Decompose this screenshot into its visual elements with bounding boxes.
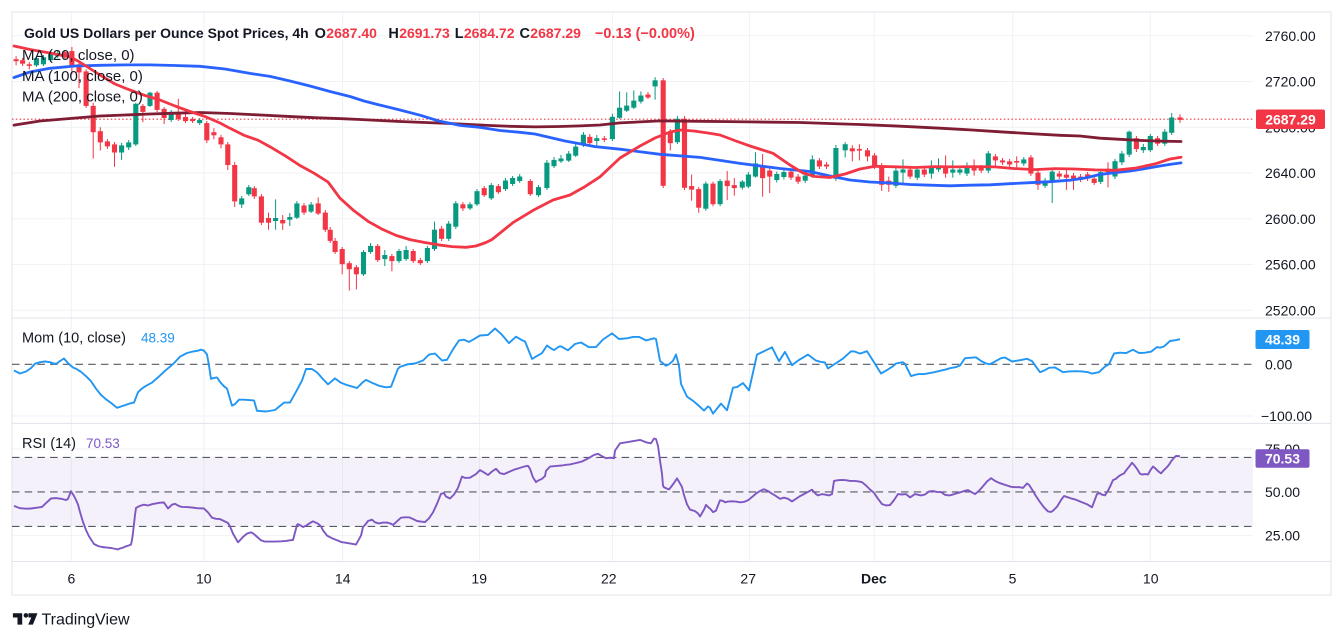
svg-text:Mom (10, close): Mom (10, close) bbox=[22, 330, 126, 346]
svg-text:MA (200, close, 0): MA (200, close, 0) bbox=[22, 89, 143, 106]
svg-text:6: 6 bbox=[68, 570, 76, 586]
svg-text:MA (20, close, 0): MA (20, close, 0) bbox=[22, 47, 135, 64]
svg-text:2687.29: 2687.29 bbox=[1265, 111, 1316, 127]
svg-text:70.53: 70.53 bbox=[86, 436, 120, 451]
svg-text:RSI (14): RSI (14) bbox=[22, 436, 76, 452]
svg-text:22: 22 bbox=[601, 570, 617, 586]
svg-text:O: O bbox=[315, 26, 326, 42]
svg-text:70.53: 70.53 bbox=[1265, 451, 1300, 467]
svg-text:48.39: 48.39 bbox=[141, 330, 175, 345]
svg-text:2720.00: 2720.00 bbox=[1265, 74, 1316, 90]
svg-text:Gold US Dollars per Ounce Spot: Gold US Dollars per Ounce Spot Prices, 4… bbox=[24, 25, 309, 41]
svg-text:2691.73: 2691.73 bbox=[399, 25, 450, 41]
svg-text:10: 10 bbox=[196, 570, 212, 586]
svg-text:14: 14 bbox=[335, 570, 351, 586]
svg-text:2520.00: 2520.00 bbox=[1265, 302, 1316, 318]
svg-text:L: L bbox=[455, 26, 464, 42]
svg-text:50.00: 50.00 bbox=[1265, 484, 1300, 500]
svg-text:2760.00: 2760.00 bbox=[1265, 28, 1316, 44]
svg-text:2687.40: 2687.40 bbox=[326, 25, 377, 41]
svg-text:2640.00: 2640.00 bbox=[1265, 165, 1316, 181]
svg-text:Dec: Dec bbox=[861, 570, 887, 586]
svg-text:MA (100, close, 0): MA (100, close, 0) bbox=[22, 68, 143, 85]
svg-text:TradingView: TradingView bbox=[42, 611, 130, 628]
svg-text:C: C bbox=[520, 26, 531, 42]
svg-text:48.39: 48.39 bbox=[1265, 331, 1300, 347]
svg-text:2560.00: 2560.00 bbox=[1265, 257, 1316, 273]
svg-text:5: 5 bbox=[1009, 570, 1017, 586]
svg-text:−100.00: −100.00 bbox=[1261, 408, 1312, 424]
svg-text:2687.29: 2687.29 bbox=[530, 25, 581, 41]
svg-text:−0.13 (−0.00%): −0.13 (−0.00%) bbox=[595, 26, 695, 42]
svg-text:0.00: 0.00 bbox=[1265, 356, 1292, 372]
svg-text:2600.00: 2600.00 bbox=[1265, 211, 1316, 227]
svg-text:10: 10 bbox=[1143, 570, 1159, 586]
svg-text:27: 27 bbox=[740, 570, 756, 586]
svg-text:2684.72: 2684.72 bbox=[464, 25, 515, 41]
svg-text:25.00: 25.00 bbox=[1265, 528, 1300, 544]
svg-text:19: 19 bbox=[471, 570, 487, 586]
svg-text:H: H bbox=[388, 26, 398, 42]
